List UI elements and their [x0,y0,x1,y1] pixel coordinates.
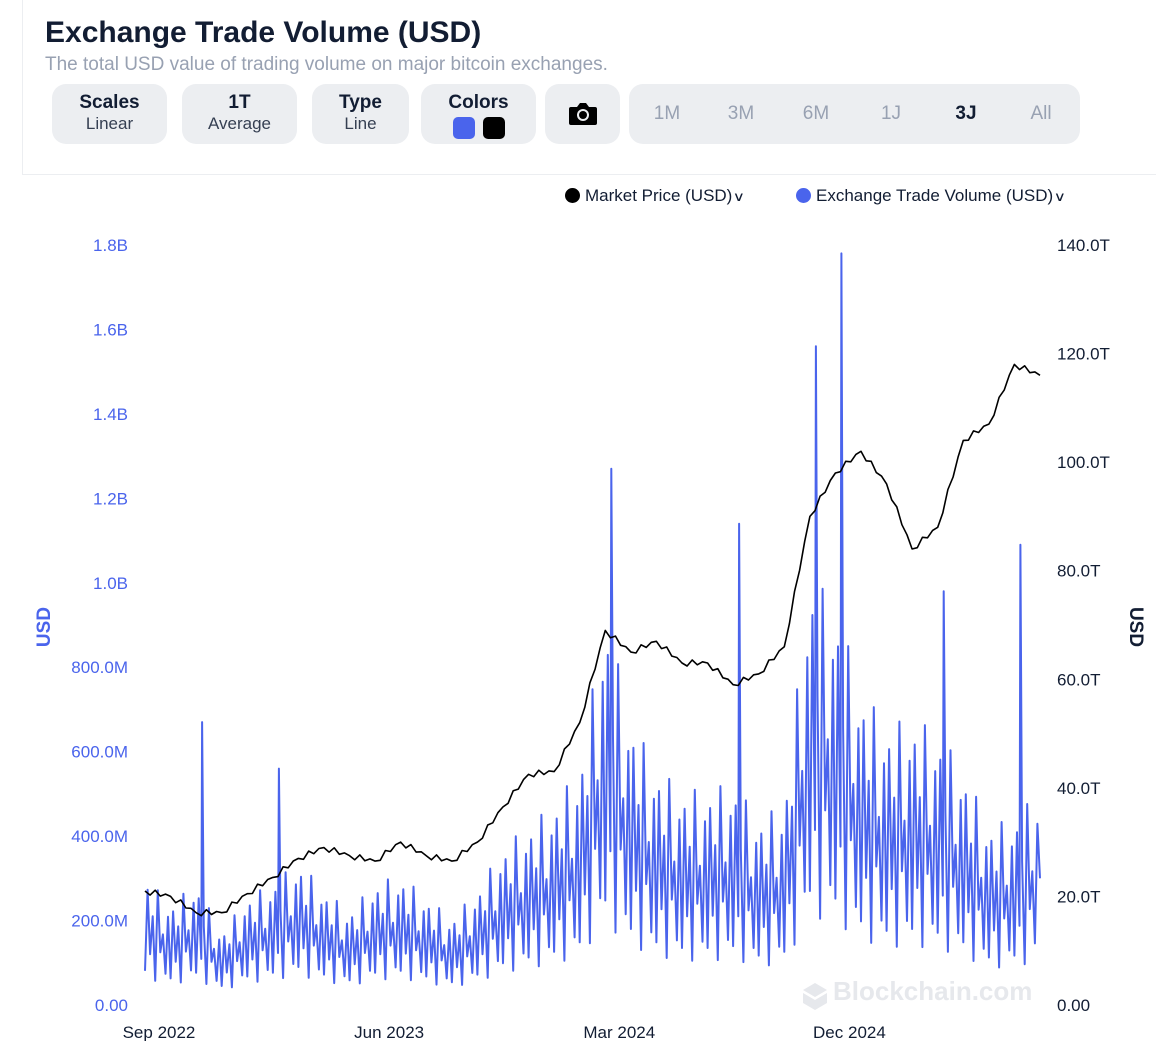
scales-button[interactable]: Scales Linear [52,84,167,144]
screenshot-button[interactable] [545,84,620,144]
y-right-tick-label: 40.0T [1057,779,1100,798]
scales-value: Linear [85,114,134,133]
range-3j[interactable]: 3J [955,103,977,124]
type-value: Line [344,114,377,133]
y-left-tick-label: 800.0M [71,658,128,677]
average-title: 1T [228,92,251,113]
y-right-tick-label: 20.0T [1057,887,1100,906]
x-tick-label: Sep 2022 [123,1023,196,1041]
y-right-tick-label: 100.0T [1057,453,1110,472]
chevron-down-icon: ∨ [1053,189,1067,204]
y-left-tick-label: 200.0M [71,912,128,931]
y-right-tick-label: 120.0T [1057,345,1110,364]
camera-icon [568,103,597,125]
x-tick-label: Dec 2024 [813,1023,886,1041]
y-left-tick-label: 1.4B [93,405,128,424]
range-1m[interactable]: 1M [653,103,681,124]
range-1j[interactable]: 1J [880,103,902,124]
y-left-tick-label: 1.0B [93,574,128,593]
y-right-tick-label: 0.00 [1057,996,1090,1015]
average-button[interactable]: 1T Average [182,84,297,144]
type-title: Type [339,92,382,113]
range-3m[interactable]: 3M [727,103,755,124]
legend-volume-label: Exchange Trade Volume (USD) [816,186,1054,205]
colors-title: Colors [448,92,509,113]
watermark-text: Blockchain.com [833,976,1032,1006]
y-right-tick-label: 60.0T [1057,670,1100,689]
legend-market-price[interactable]: Market Price (USD)∨ [565,186,746,206]
x-tick-label: Jun 2023 [354,1023,424,1041]
chevron-down-icon: ∨ [732,189,746,204]
y-left-tick-label: 400.0M [71,827,128,846]
y-left-tick-label: 1.8B [93,236,128,255]
x-tick-label: Mar 2024 [583,1023,655,1041]
header-divider [22,174,1156,175]
blockchain-watermark: Blockchain.com [803,976,1032,1010]
legend-price-dot [565,188,580,203]
legend-trade-volume[interactable]: Exchange Trade Volume (USD)∨ [796,186,1067,206]
secondary-color-swatch[interactable] [482,117,505,139]
range-all[interactable]: All [1030,103,1052,124]
y-left-tick-label: 1.6B [93,320,128,339]
y-right-tick-label: 80.0T [1057,562,1100,581]
y-left-tick-label: 1.2B [93,489,128,508]
page-title: Exchange Trade Volume (USD) [45,16,482,49]
page-subtitle: The total USD value of trading volume on… [45,54,608,75]
legend-volume-dot [796,188,811,203]
primary-color-swatch[interactable] [452,117,475,139]
trade-volume-line [144,252,1041,989]
legend-price-label: Market Price (USD) [585,186,733,205]
y-left-axis-label: USD [34,607,55,647]
type-button[interactable]: Type Line [312,84,409,144]
market-price-line [144,363,1041,917]
range-6m[interactable]: 6M [802,103,830,124]
colors-button[interactable]: Colors [421,84,536,144]
y-right-axis-label: USD [1125,607,1146,647]
y-right-tick-label: 140.0T [1057,236,1110,255]
y-left-tick-label: 0.00 [95,996,128,1015]
time-range-selector: 1M 3M 6M 1J 3J All [629,84,1080,144]
y-left-tick-label: 600.0M [71,743,128,762]
blockchain-logo-icon [803,983,827,1010]
average-value: Average [207,114,271,133]
scales-title: Scales [79,92,140,113]
left-border [22,0,23,174]
